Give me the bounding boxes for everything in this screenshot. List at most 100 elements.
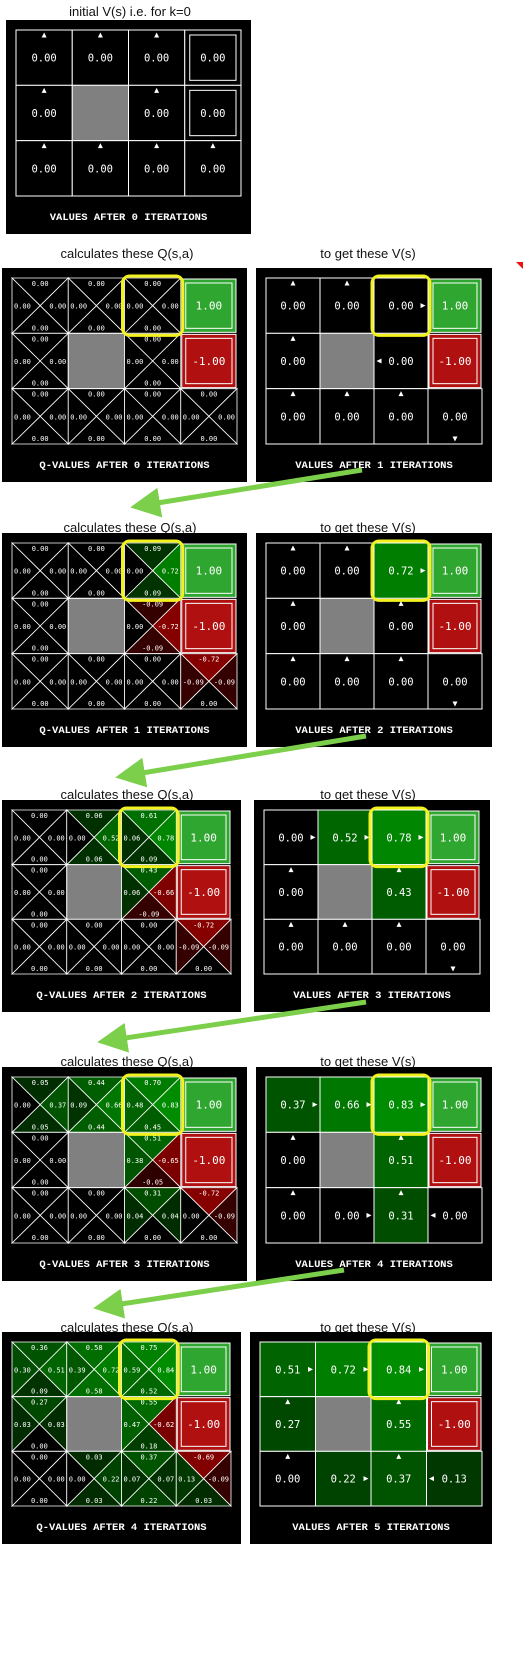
policy-arrow-icon xyxy=(290,545,296,551)
state-value: 0.31 xyxy=(388,1210,413,1222)
q-triangle xyxy=(121,809,150,866)
policy-arrow-icon xyxy=(344,391,350,397)
q-cell: -0.09 -0.72 -0.09 0.00 xyxy=(123,597,182,655)
q-value: 0.00 xyxy=(162,303,179,311)
state-cell: 0.00 xyxy=(265,542,321,599)
q-value: 0.51 xyxy=(144,1134,161,1142)
policy-arrow-icon xyxy=(398,600,404,606)
q-value: 0.00 xyxy=(106,678,123,686)
state-value: 0.00 xyxy=(332,942,357,954)
q-value: 0.00 xyxy=(14,568,31,576)
state-cell: 0.00 xyxy=(184,140,242,197)
q-triangle xyxy=(11,542,41,600)
q-value: 0.51 xyxy=(48,1366,65,1374)
v3-terminal-bad: -1.00 xyxy=(426,865,480,919)
policy-arrow-icon xyxy=(308,1366,313,1372)
v4-terminal-bad: -1.00 xyxy=(428,1132,482,1188)
q-value: 0.00 xyxy=(14,623,31,631)
state-value: 0.22 xyxy=(331,1474,356,1486)
q-value: 0.00 xyxy=(127,413,144,421)
q-value: 0.72 xyxy=(162,568,179,576)
values-panel-3: 0.00 0.52 0.78 0.00 0.43 0.00 0.00 0.00 0.00 1.00… xyxy=(254,800,490,1012)
state-cell: 0.00 xyxy=(427,653,483,710)
q-value: 0.37 xyxy=(140,1453,157,1461)
caption-left-3: calculates these Q(s,a) xyxy=(60,787,194,802)
q-triangle xyxy=(124,597,154,655)
q0-terminal-good: 1.00 xyxy=(181,278,237,333)
terminal-value: -1.00 xyxy=(438,355,471,368)
q-value: 0.00 xyxy=(106,413,123,421)
wall-cell xyxy=(319,1131,375,1189)
policy-arrow-icon xyxy=(290,335,296,341)
state-cell: 0.83 xyxy=(373,1076,429,1133)
top-caption: initial V(s) i.e. for k=0 xyxy=(69,4,191,19)
panel-title: VALUES AFTER 3 ITERATIONS xyxy=(293,990,451,1002)
highlight-ring xyxy=(118,806,180,869)
state-cell: 0.00 xyxy=(373,653,429,710)
policy-arrow-icon xyxy=(420,1102,426,1108)
q-value: 0.72 xyxy=(103,1366,120,1374)
highlight-ring xyxy=(367,1338,430,1401)
q-cell: 0.00 0.00 0.00 0.00 xyxy=(11,652,70,710)
state-value: 0.51 xyxy=(275,1364,300,1376)
q-value: 0.03 xyxy=(86,1497,103,1505)
q-triangle xyxy=(11,1186,41,1244)
wall-cell xyxy=(66,1396,122,1452)
highlight-ring xyxy=(118,1338,180,1401)
state-cell: 0.37 xyxy=(370,1450,427,1507)
q-value: 0.00 xyxy=(195,965,212,973)
state-value: 0.72 xyxy=(331,1364,356,1376)
state-value: 0.00 xyxy=(334,566,359,578)
q-value: 0.05 xyxy=(32,1123,49,1131)
v5-terminal-good: 1.00 xyxy=(427,1342,482,1397)
policy-arrow-icon xyxy=(420,303,426,309)
state-value: 0.00 xyxy=(88,53,113,65)
q-value: 0.04 xyxy=(162,1212,179,1220)
state-cell: 0.00 xyxy=(265,388,321,445)
values-panel-2: 0.00 0.00 0.72 0.00 0.00 0.00 0.00 0.00 0.00 1.00… xyxy=(256,533,492,747)
state-cell: 0.00 xyxy=(15,84,73,142)
policy-arrow-icon xyxy=(418,834,424,840)
q-value: 0.00 xyxy=(32,700,49,708)
q-value: 0.00 xyxy=(49,623,66,631)
panel-title: VALUES AFTER 1 ITERATIONS xyxy=(295,460,453,472)
state-cell: 0.00 xyxy=(371,918,427,975)
q-cell: 0.00 0.00 0.00 0.00 xyxy=(11,863,68,921)
state-value: 0.00 xyxy=(278,887,303,899)
q-value: 0.00 xyxy=(32,656,49,664)
state-cell: 0.00 xyxy=(425,918,481,975)
q-value: -0.09 xyxy=(214,1212,235,1220)
state-cell: 0.00 xyxy=(184,84,242,142)
policy-arrow-icon xyxy=(290,280,296,286)
q-value: 0.58 xyxy=(86,1344,103,1352)
q-value: 0.52 xyxy=(140,1388,157,1396)
q-value: 0.00 xyxy=(32,280,49,288)
state-value: 0.00 xyxy=(280,411,305,423)
q-value: 0.07 xyxy=(157,1476,174,1484)
q-value: 0.75 xyxy=(140,1344,157,1352)
caption-right-5: to get these V(s) xyxy=(320,1320,416,1335)
caption-left-1: calculates these Q(s,a) xyxy=(60,246,194,261)
flow-arrow xyxy=(93,1267,345,1319)
q-triangle xyxy=(121,1450,150,1507)
q-triangle xyxy=(121,863,150,921)
q-triangle xyxy=(67,1076,97,1134)
state-cell: 0.00 xyxy=(259,1450,316,1507)
q-cell: 0.00 0.00 0.00 0.00 xyxy=(67,277,126,335)
state-value: 0.00 xyxy=(200,108,225,120)
state-value: 0.00 xyxy=(386,942,411,954)
q-cell: 0.00 0.00 0.00 0.00 xyxy=(120,918,178,975)
q-value: 0.00 xyxy=(31,856,48,864)
v1-terminal-good: 1.00 xyxy=(428,278,482,333)
state-value: 0.00 xyxy=(280,676,305,688)
q-triangle xyxy=(67,652,97,710)
q-value: 0.00 xyxy=(127,358,144,366)
state-value: 0.00 xyxy=(334,301,359,313)
state-value: 0.72 xyxy=(388,566,413,578)
policy-arrow-icon xyxy=(310,834,316,840)
q-value: -0.72 xyxy=(198,1190,219,1198)
q-value: 0.00 xyxy=(70,413,87,421)
q-cell: 0.06 0.52 0.06 0.00 xyxy=(65,809,123,866)
highlight-ring xyxy=(370,539,432,602)
